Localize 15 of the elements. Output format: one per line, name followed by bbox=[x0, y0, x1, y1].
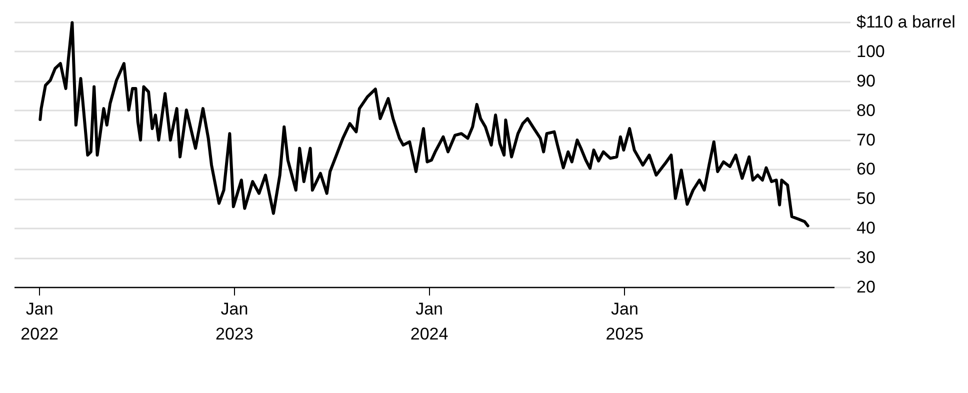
x-tick-label: Jan 2025 bbox=[606, 300, 644, 344]
y-tick-label: 70 bbox=[856, 130, 876, 150]
y-tick-label: $110 a barrel bbox=[856, 12, 956, 32]
y-tick-label: 80 bbox=[856, 100, 876, 120]
y-tick-label: 40 bbox=[856, 218, 876, 238]
y-tick-label: 100 bbox=[856, 42, 885, 61]
y-tick-label: 60 bbox=[856, 160, 876, 179]
x-tick-label: Jan 2023 bbox=[216, 300, 254, 344]
line-series bbox=[38, 21, 810, 228]
y-tick-label: 50 bbox=[856, 189, 876, 208]
x-tick-label: Jan 2022 bbox=[20, 300, 59, 344]
x-tick-label: Jan 2024 bbox=[410, 300, 448, 344]
y-tick-label: 30 bbox=[856, 248, 876, 268]
y-tick-label: 90 bbox=[856, 71, 876, 90]
y-tick-label: 20 bbox=[856, 278, 876, 296]
